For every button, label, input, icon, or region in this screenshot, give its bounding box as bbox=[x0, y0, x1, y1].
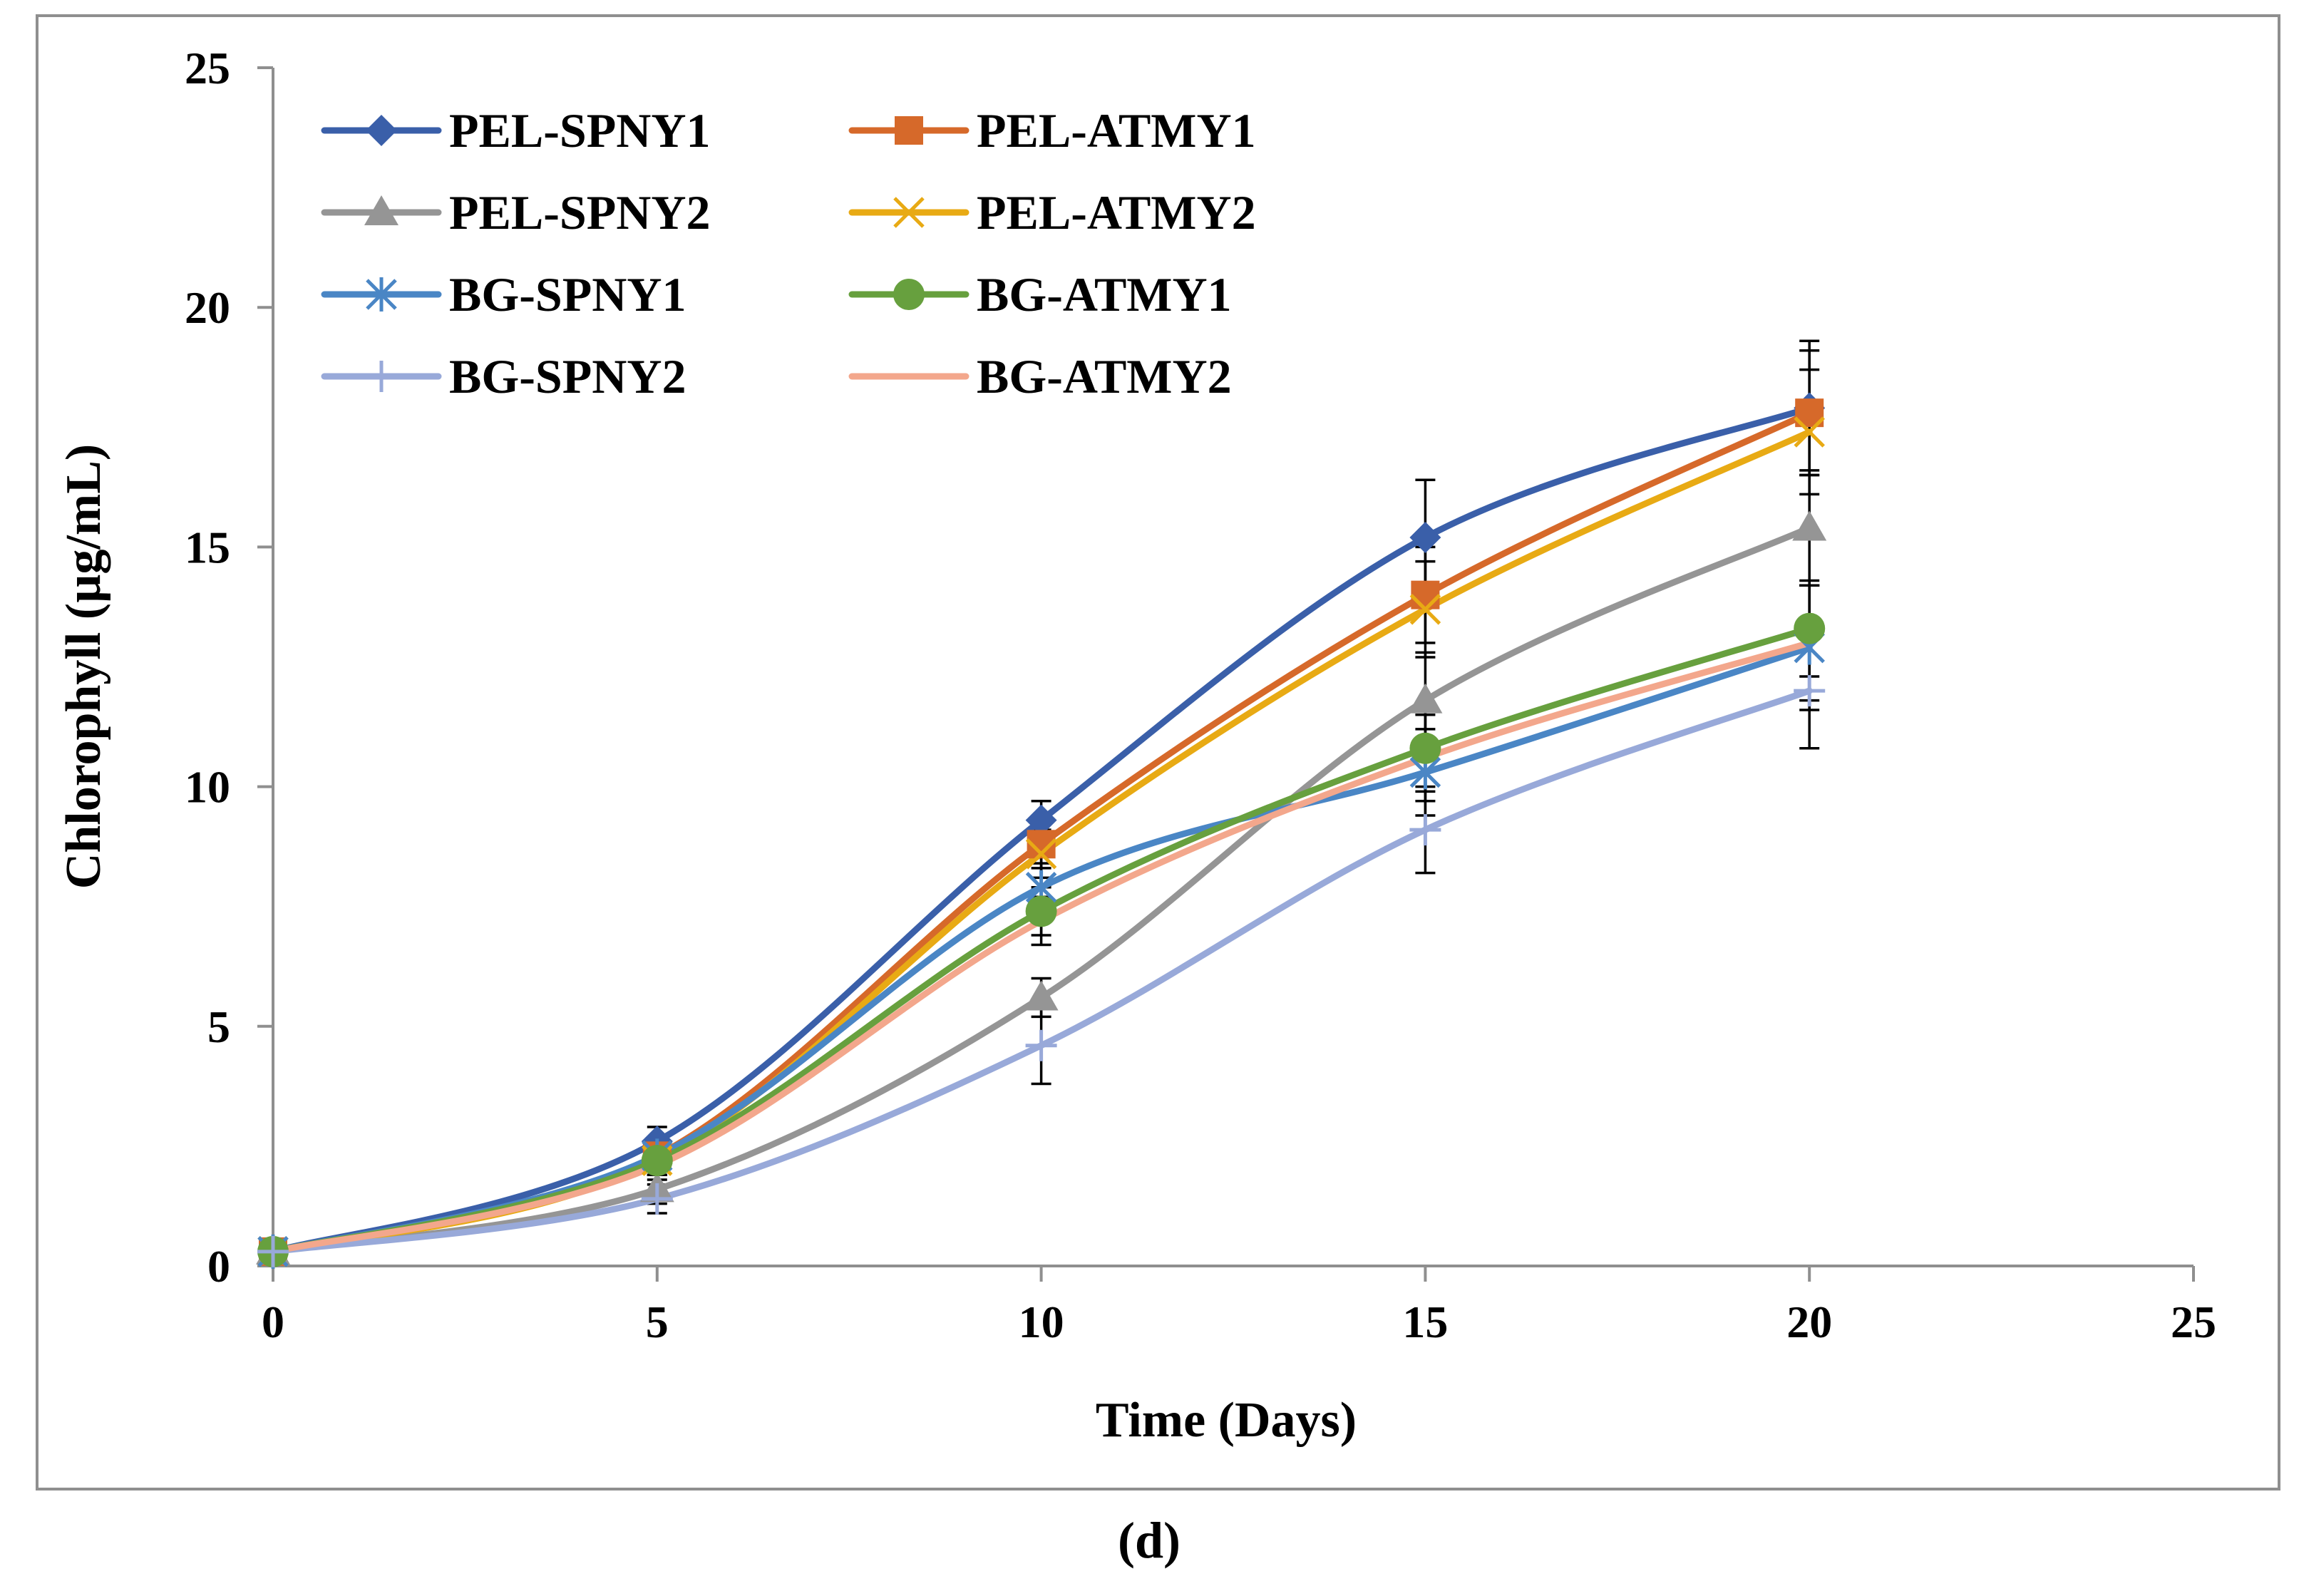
y-tick-label: 20 bbox=[185, 282, 230, 333]
data-point-bg-atmy1 bbox=[1409, 732, 1441, 764]
chart-frame bbox=[36, 14, 2280, 1491]
y-axis-title: Chlorophyll (µg/mL) bbox=[56, 444, 111, 889]
y-tick-label: 25 bbox=[185, 43, 230, 93]
legend-label: BG-ATMY1 bbox=[977, 267, 1232, 321]
data-point-pel-spny1 bbox=[1025, 804, 1057, 836]
axes: 0 5 10 15 20 25 0 5 10 15 20 25 bbox=[185, 43, 2216, 1347]
series-line-pel-spny2 bbox=[269, 525, 1813, 1255]
series-lines bbox=[256, 339, 1827, 1269]
legend-item-pel-atmy1: PEL-ATMY1 bbox=[848, 103, 1256, 158]
x-tick-label: 0 bbox=[262, 1297, 284, 1347]
legend-label: BG-SPNY2 bbox=[449, 349, 686, 403]
data-point-bg-atmy1 bbox=[1025, 895, 1057, 927]
legend-marker bbox=[895, 116, 923, 145]
y-tick-label: 10 bbox=[185, 762, 230, 813]
x-tick-label: 10 bbox=[1019, 1297, 1064, 1347]
x-axis-title: Time (Days) bbox=[1096, 1393, 1357, 1448]
y-tick-label: 5 bbox=[207, 1002, 230, 1052]
legend-item-pel-spny1: PEL-SPNY1 bbox=[321, 103, 710, 158]
legend-label: PEL-ATMY2 bbox=[977, 185, 1256, 240]
legend-marker bbox=[366, 361, 397, 392]
legend-marker bbox=[893, 279, 925, 310]
legend-label: PEL-SPNY2 bbox=[449, 185, 710, 240]
legend-item-bg-atmy1: BG-ATMY1 bbox=[848, 267, 1232, 321]
legend-marker bbox=[366, 277, 397, 312]
data-point-pel-atmy2 bbox=[1409, 594, 1441, 625]
data-point-pel-atmy1 bbox=[1411, 580, 1440, 609]
legend-label: PEL-ATMY1 bbox=[977, 103, 1256, 158]
x-tick-label: 20 bbox=[1786, 1297, 1832, 1347]
legend-label: BG-SPNY1 bbox=[449, 267, 686, 321]
data-point-pel-atmy2 bbox=[1794, 416, 1825, 448]
legend-item-pel-spny2: PEL-SPNY2 bbox=[321, 185, 710, 240]
legend-label: PEL-SPNY1 bbox=[449, 103, 710, 158]
legend-marker bbox=[893, 197, 925, 228]
legend-marker bbox=[366, 115, 397, 146]
x-tick-label: 5 bbox=[646, 1297, 669, 1347]
legend-item-bg-spny2: BG-SPNY2 bbox=[321, 349, 686, 403]
y-tick-label: 0 bbox=[207, 1241, 230, 1292]
legend: PEL-SPNY1 PEL-ATMY1 PEL-SPNY2 PEL-ATMY2 BG-S… bbox=[321, 103, 1256, 403]
legend-label: BG-ATMY2 bbox=[977, 349, 1232, 403]
data-point-pel-atmy2 bbox=[1025, 838, 1057, 870]
legend-item-bg-spny1: BG-SPNY1 bbox=[321, 267, 686, 321]
data-point-bg-spny2 bbox=[1794, 675, 1826, 707]
legend-marker bbox=[364, 195, 398, 225]
x-tick-label: 15 bbox=[1402, 1297, 1448, 1347]
x-tick-label: 25 bbox=[2171, 1297, 2216, 1347]
data-point-bg-spny2 bbox=[1025, 1029, 1057, 1061]
y-tick-label: 15 bbox=[185, 522, 230, 572]
data-point-pel-spny1 bbox=[1409, 521, 1441, 553]
data-point-bg-atmy1 bbox=[1794, 612, 1826, 644]
data-point-pel-spny2 bbox=[1024, 980, 1059, 1011]
legend-item-bg-atmy2: BG-ATMY2 bbox=[848, 349, 1232, 403]
data-point-bg-spny2 bbox=[257, 1235, 289, 1267]
data-point-pel-spny2 bbox=[1408, 683, 1443, 714]
data-point-bg-spny2 bbox=[641, 1183, 673, 1215]
data-point-pel-spny2 bbox=[1792, 510, 1827, 541]
data-point-bg-atmy1 bbox=[641, 1145, 673, 1177]
legend-item-pel-atmy2: PEL-ATMY2 bbox=[848, 185, 1256, 240]
figure-caption: (d) bbox=[1118, 1512, 1181, 1569]
data-point-bg-spny2 bbox=[1409, 814, 1441, 846]
series-markers bbox=[256, 392, 1827, 1269]
